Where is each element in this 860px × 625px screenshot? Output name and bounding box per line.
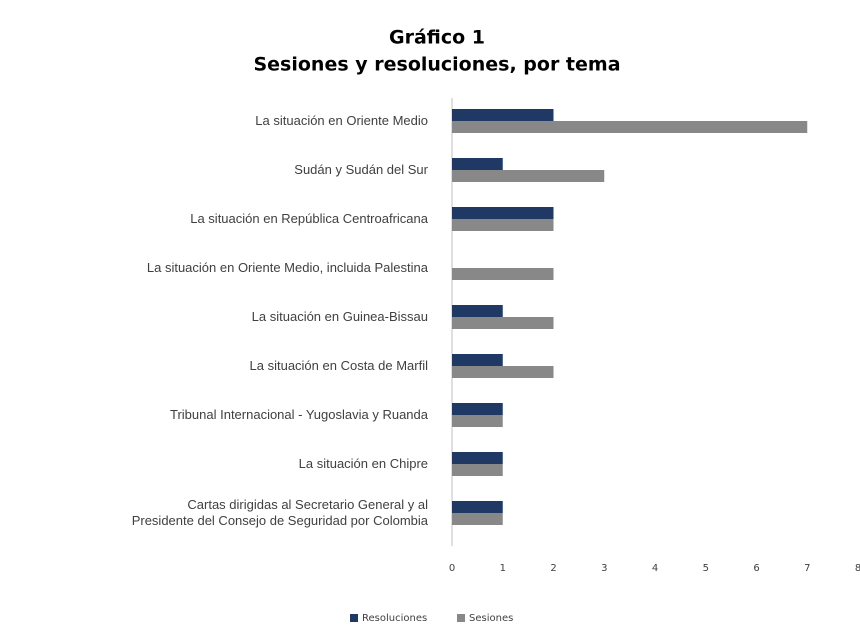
bar bbox=[452, 452, 503, 464]
y-tick-label: Cartas dirigidas al Secretario General y… bbox=[131, 497, 428, 528]
bar bbox=[452, 305, 503, 317]
bar bbox=[452, 501, 503, 513]
bar bbox=[452, 317, 554, 329]
x-tick-label: 1 bbox=[500, 563, 506, 574]
bar bbox=[452, 354, 503, 366]
y-tick-label: La situación en Guinea-Bissau bbox=[251, 309, 428, 324]
bar bbox=[452, 158, 503, 170]
legend-swatch bbox=[350, 614, 358, 622]
x-tick-label: 2 bbox=[550, 563, 556, 574]
bar bbox=[452, 219, 554, 231]
bar bbox=[452, 207, 554, 219]
x-tick-label: 3 bbox=[601, 563, 607, 574]
legend-label: Sesiones bbox=[469, 613, 513, 624]
bar bbox=[452, 366, 554, 378]
legend-label: Resoluciones bbox=[362, 613, 427, 624]
y-tick-label: La situación en República Centroafricana bbox=[190, 211, 428, 226]
x-tick-label: 5 bbox=[703, 563, 709, 574]
x-tick-label: 6 bbox=[753, 563, 759, 574]
legend-swatch bbox=[457, 614, 465, 622]
bar bbox=[452, 403, 503, 415]
bar bbox=[452, 109, 554, 121]
y-tick-label: La situación en Chipre bbox=[298, 456, 428, 471]
y-tick-label: La situación en Costa de Marfil bbox=[249, 358, 428, 373]
x-tick-label: 7 bbox=[804, 563, 810, 574]
y-tick-label: La situación en Oriente Medio, incluida … bbox=[146, 260, 428, 275]
chart-title: Gráfico 1 bbox=[389, 27, 485, 49]
x-tick-label: 0 bbox=[449, 563, 455, 574]
chart-subtitle: Sesiones y resoluciones, por tema bbox=[253, 54, 620, 76]
x-tick-label: 4 bbox=[652, 563, 658, 574]
bar bbox=[452, 513, 503, 525]
bar bbox=[452, 170, 605, 182]
y-tick-label: Sudán y Sudán del Sur bbox=[294, 162, 428, 177]
bar bbox=[452, 415, 503, 427]
x-tick-label: 8 bbox=[855, 563, 860, 574]
y-tick-label: Tribunal Internacional - Yugoslavia y Ru… bbox=[170, 407, 428, 422]
bar bbox=[452, 268, 554, 280]
y-tick-label: La situación en Oriente Medio bbox=[255, 113, 428, 128]
bar bbox=[452, 121, 808, 133]
bar bbox=[452, 464, 503, 476]
